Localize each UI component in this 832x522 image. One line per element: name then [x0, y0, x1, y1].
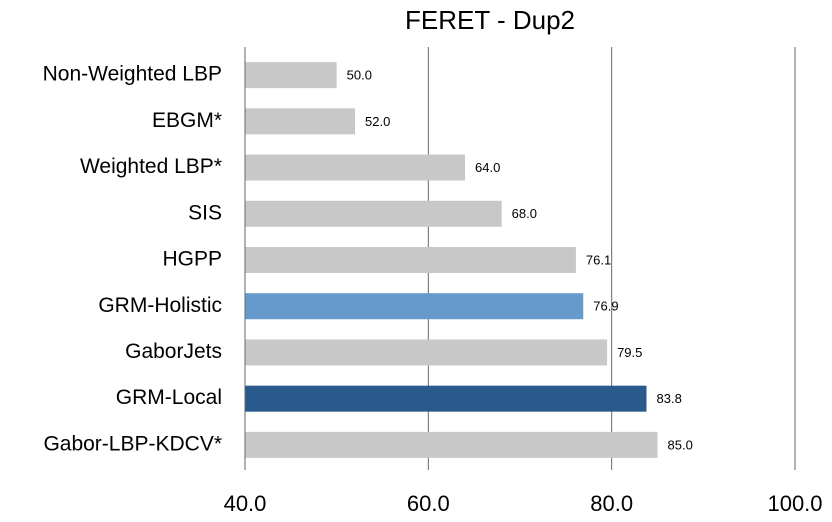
x-tick-label: 40.0	[224, 491, 267, 516]
bar	[245, 247, 576, 273]
value-label: 52.0	[365, 114, 390, 129]
y-tick-label: EBGM*	[152, 109, 222, 132]
bar	[245, 108, 355, 135]
value-label: 85.0	[668, 437, 693, 452]
bar	[245, 293, 584, 320]
value-label: 64.0	[475, 160, 500, 175]
value-label: 50.0	[347, 68, 372, 83]
bar	[245, 154, 465, 181]
bar	[245, 200, 502, 227]
bar	[245, 385, 647, 412]
y-tick-label: HGPP	[162, 248, 222, 271]
bar	[245, 431, 658, 458]
x-tick-label: 60.0	[407, 491, 450, 516]
value-label: 76.9	[593, 299, 618, 314]
y-tick-label: GRM-Holistic	[98, 294, 222, 317]
y-tick-label: SIS	[188, 201, 222, 224]
x-tick-label: 80.0	[590, 491, 633, 516]
value-label: 76.1	[586, 252, 611, 267]
bar	[245, 339, 608, 366]
y-tick-label: GaborJets	[125, 340, 222, 363]
value-label: 79.5	[617, 345, 642, 360]
y-tick-label: Weighted LBP*	[80, 155, 222, 178]
value-label: 68.0	[512, 206, 537, 221]
chart-title: FERET - Dup2	[405, 5, 575, 35]
y-tick-label: Gabor-LBP-KDCV*	[43, 432, 222, 455]
x-tick-label: 100.0	[767, 491, 822, 516]
y-tick-label: GRM-Local	[116, 386, 222, 409]
value-label: 83.8	[657, 391, 682, 406]
bar	[245, 62, 337, 89]
y-tick-label: Non-Weighted LBP	[43, 63, 222, 86]
